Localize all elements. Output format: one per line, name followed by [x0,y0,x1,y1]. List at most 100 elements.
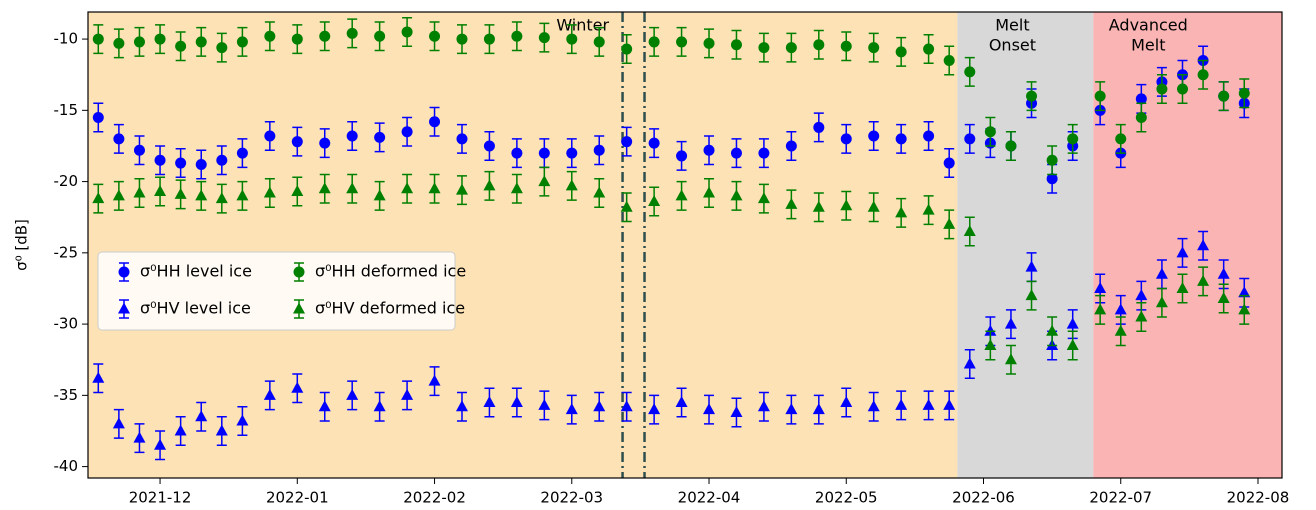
marker [1135,289,1148,301]
marker [483,395,496,407]
region-label: Onset [989,36,1036,55]
marker [195,410,208,422]
marker [984,324,997,336]
x-tick-label: 2022-01 [266,489,329,507]
marker [703,144,715,156]
marker [620,400,633,412]
marker [175,157,187,169]
marker [1094,281,1107,293]
marker [566,33,578,45]
x-tick-label: 2022-03 [540,489,603,507]
marker [785,140,797,152]
marker [1026,90,1038,102]
marker [943,54,955,66]
marker [174,424,187,436]
marker [374,30,386,42]
marker [943,157,955,169]
marker [1115,133,1127,145]
marker [1025,260,1038,272]
marker [676,36,688,48]
marker [373,189,386,201]
marker [291,381,304,393]
marker [133,144,145,156]
marker [291,136,303,148]
legend-box [97,251,456,331]
region [1093,12,1282,478]
marker [1238,87,1250,99]
region-label: Melt [995,16,1029,35]
marker [483,179,496,191]
legend-marker [293,266,305,278]
marker [593,144,605,156]
legend-label: σ⁰HH level ice [140,262,252,281]
legend-marker [118,266,130,278]
marker [1217,291,1230,303]
marker [483,33,495,45]
marker [621,136,633,148]
marker [112,189,125,201]
marker [215,424,228,436]
series [92,166,1251,375]
marker [236,189,249,201]
marker [373,400,386,412]
marker [195,189,208,201]
marker [429,30,441,42]
marker [840,199,853,211]
marker [113,37,125,49]
marker [510,395,523,407]
marker [1217,267,1230,279]
marker [483,140,495,152]
marker [511,147,523,159]
marker [1067,133,1079,145]
marker [1066,338,1079,350]
marker [236,414,249,426]
marker [215,192,228,204]
marker [113,133,125,145]
marker [785,403,798,415]
x-tick-label: 2021-12 [129,489,192,507]
marker [648,403,661,415]
marker [510,182,523,194]
marker [133,36,145,48]
marker [174,187,187,199]
marker [92,371,105,383]
legend-label: σ⁰HV level ice [140,299,251,318]
marker [1176,281,1189,293]
marker [1094,303,1107,315]
marker [195,36,207,48]
marker [1218,90,1230,102]
marker [867,200,880,212]
marker [730,147,742,159]
marker [593,186,606,198]
marker [538,147,550,159]
x-tick-label: 2022-02 [403,489,466,507]
marker [895,46,907,58]
marker [1155,267,1168,279]
marker [812,403,825,415]
marker [703,403,716,415]
marker [346,130,358,142]
marker [923,43,935,55]
region [88,12,958,478]
marker [868,42,880,54]
marker [401,26,413,38]
marker [401,126,413,138]
marker [895,206,908,218]
marker [676,150,688,162]
marker [455,183,468,195]
marker [730,405,743,417]
marker [703,186,716,198]
marker [319,30,331,42]
marker [346,182,359,194]
marker [757,400,770,412]
marker [318,182,331,194]
marker [263,186,276,198]
marker [621,43,633,55]
marker [565,403,578,415]
marker [319,137,331,149]
marker [1094,90,1106,102]
marker [813,121,825,133]
marker [511,30,523,42]
marker [456,133,468,145]
